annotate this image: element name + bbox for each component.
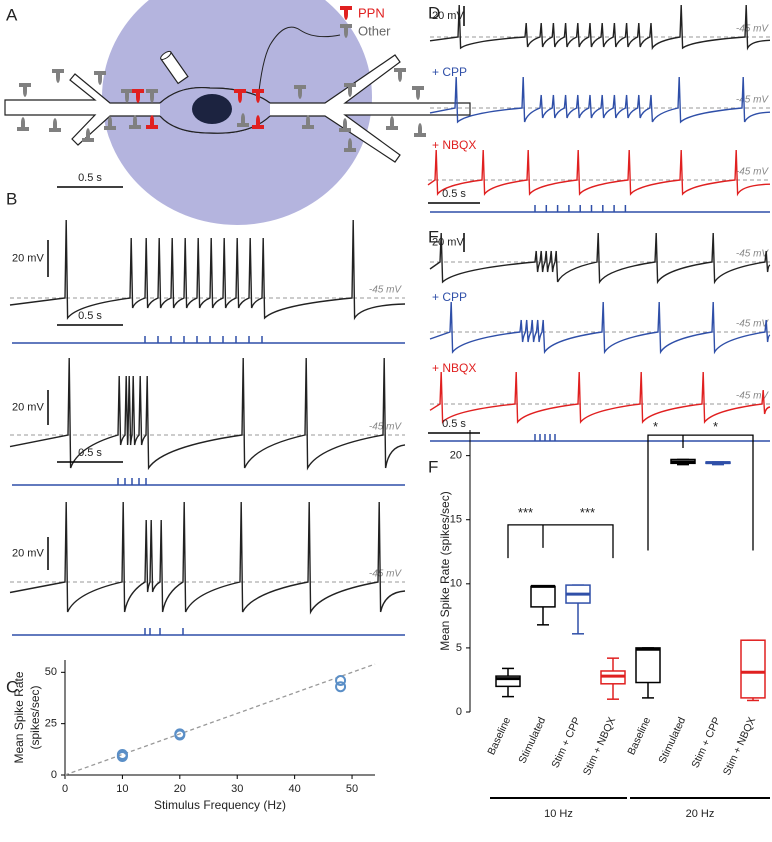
condition-label: + CPP [432, 290, 467, 304]
voltage-trace [429, 301, 771, 355]
condition-label: + NBQX [432, 138, 476, 152]
x-tick-label: 50 [346, 783, 358, 795]
threshold-label: -45 mV [736, 319, 770, 330]
panel-label: A [6, 5, 18, 24]
nucleus [192, 94, 232, 124]
synapse [386, 116, 398, 130]
synapse [414, 123, 426, 137]
panel-label: B [6, 189, 17, 208]
y-tick-label: 10 [450, 578, 462, 590]
x-tick-label: Stim + CPP [689, 715, 723, 770]
box [495, 675, 521, 688]
synapse [19, 83, 31, 97]
condition-label: + NBQX [432, 361, 476, 375]
voltage-trace [429, 371, 771, 424]
fit-line [64, 663, 376, 776]
threshold-label: -45 mV [369, 569, 403, 580]
group-label: 20 Hz [686, 808, 715, 820]
y-axis-label: Mean Spike Rate [12, 671, 26, 763]
data-point [335, 681, 347, 693]
synapse [17, 117, 29, 131]
y-tick-label: 20 [450, 450, 462, 462]
x-tick-label: Baseline [485, 715, 513, 757]
synapse [394, 68, 406, 82]
threshold-label: -45 mV [736, 391, 770, 402]
significance-label: * [653, 419, 658, 434]
neuron-diagram [4, 0, 471, 225]
synapse [412, 86, 424, 100]
y-tick-label: 15 [450, 514, 462, 526]
threshold-label: -45 mV [369, 285, 403, 296]
voltage-trace [9, 501, 406, 615]
voltage-scale-label: 20 mV [12, 401, 44, 413]
condition-label: + CPP [432, 65, 467, 79]
time-scale-label: 0.5 s [442, 418, 466, 430]
synapse [49, 118, 61, 132]
voltage-trace [429, 4, 771, 51]
x-tick-label: 10 [116, 783, 128, 795]
significance-label: *** [580, 505, 595, 520]
y-tick-label: 25 [45, 718, 57, 730]
x-tick-label: Stim + CPP [549, 715, 583, 770]
voltage-trace [429, 232, 771, 285]
synapse [52, 69, 64, 83]
y-tick-label: 0 [456, 706, 462, 718]
voltage-scale-label: 20 mV [12, 547, 44, 559]
legend-label: Other [358, 23, 391, 38]
x-tick-label: Stim + NBQX [721, 715, 758, 777]
x-tick-label: 30 [231, 783, 243, 795]
time-scale-label: 0.5 s [442, 188, 466, 200]
voltage-scale-label: 20 mV [12, 252, 44, 264]
stim-wire [257, 26, 341, 101]
threshold-label: -45 mV [736, 167, 770, 178]
panel-label: E [428, 227, 439, 246]
x-tick-label: Stim + NBQX [581, 715, 618, 777]
time-scale-label: 0.5 s [78, 310, 102, 322]
time-scale-label: 0.5 s [78, 172, 102, 184]
y-axis-label: (spikes/sec) [28, 685, 42, 749]
data-point [335, 675, 347, 687]
box [530, 585, 556, 608]
x-tick-label: 20 [174, 783, 186, 795]
x-tick-label: 0 [62, 783, 68, 795]
sig-bracket [507, 524, 614, 559]
panel-label: C [6, 677, 18, 696]
x-axis-label: Stimulus Frequency (Hz) [154, 798, 286, 812]
x-tick-label: Stimulated [656, 715, 688, 765]
time-scale-label: 0.5 s [78, 447, 102, 459]
threshold-label: -45 mV [736, 24, 770, 35]
voltage-scale-label: 20 mV [432, 236, 464, 248]
x-tick-label: Stimulated [516, 715, 548, 765]
voltage-trace [429, 76, 771, 124]
box [635, 647, 661, 684]
voltage-trace [427, 149, 771, 197]
panel-label: F [428, 457, 438, 476]
x-tick-label: 40 [289, 783, 301, 795]
panel-label: D [428, 3, 440, 22]
electrode [160, 50, 189, 85]
data-point [174, 729, 186, 741]
y-axis-label: Mean Spike Rate (spikes/sec) [438, 491, 452, 650]
y-tick-label: 5 [456, 642, 462, 654]
threshold-label: -45 mV [736, 95, 770, 106]
data-point [116, 749, 128, 761]
y-tick-label: 0 [51, 769, 57, 781]
y-tick-label: 50 [45, 666, 57, 678]
significance-label: * [713, 419, 718, 434]
voltage-trace [9, 219, 406, 321]
sig-bracket [647, 434, 754, 551]
threshold-label: -45 mV [736, 249, 770, 260]
x-tick-label: Baseline [625, 715, 653, 757]
voltage-scale-label: 20 mV [432, 10, 464, 22]
legend-label: PPN [358, 5, 385, 20]
significance-label: *** [518, 505, 533, 520]
box [740, 639, 766, 699]
voltage-trace [9, 357, 406, 471]
group-label: 10 Hz [544, 808, 573, 820]
